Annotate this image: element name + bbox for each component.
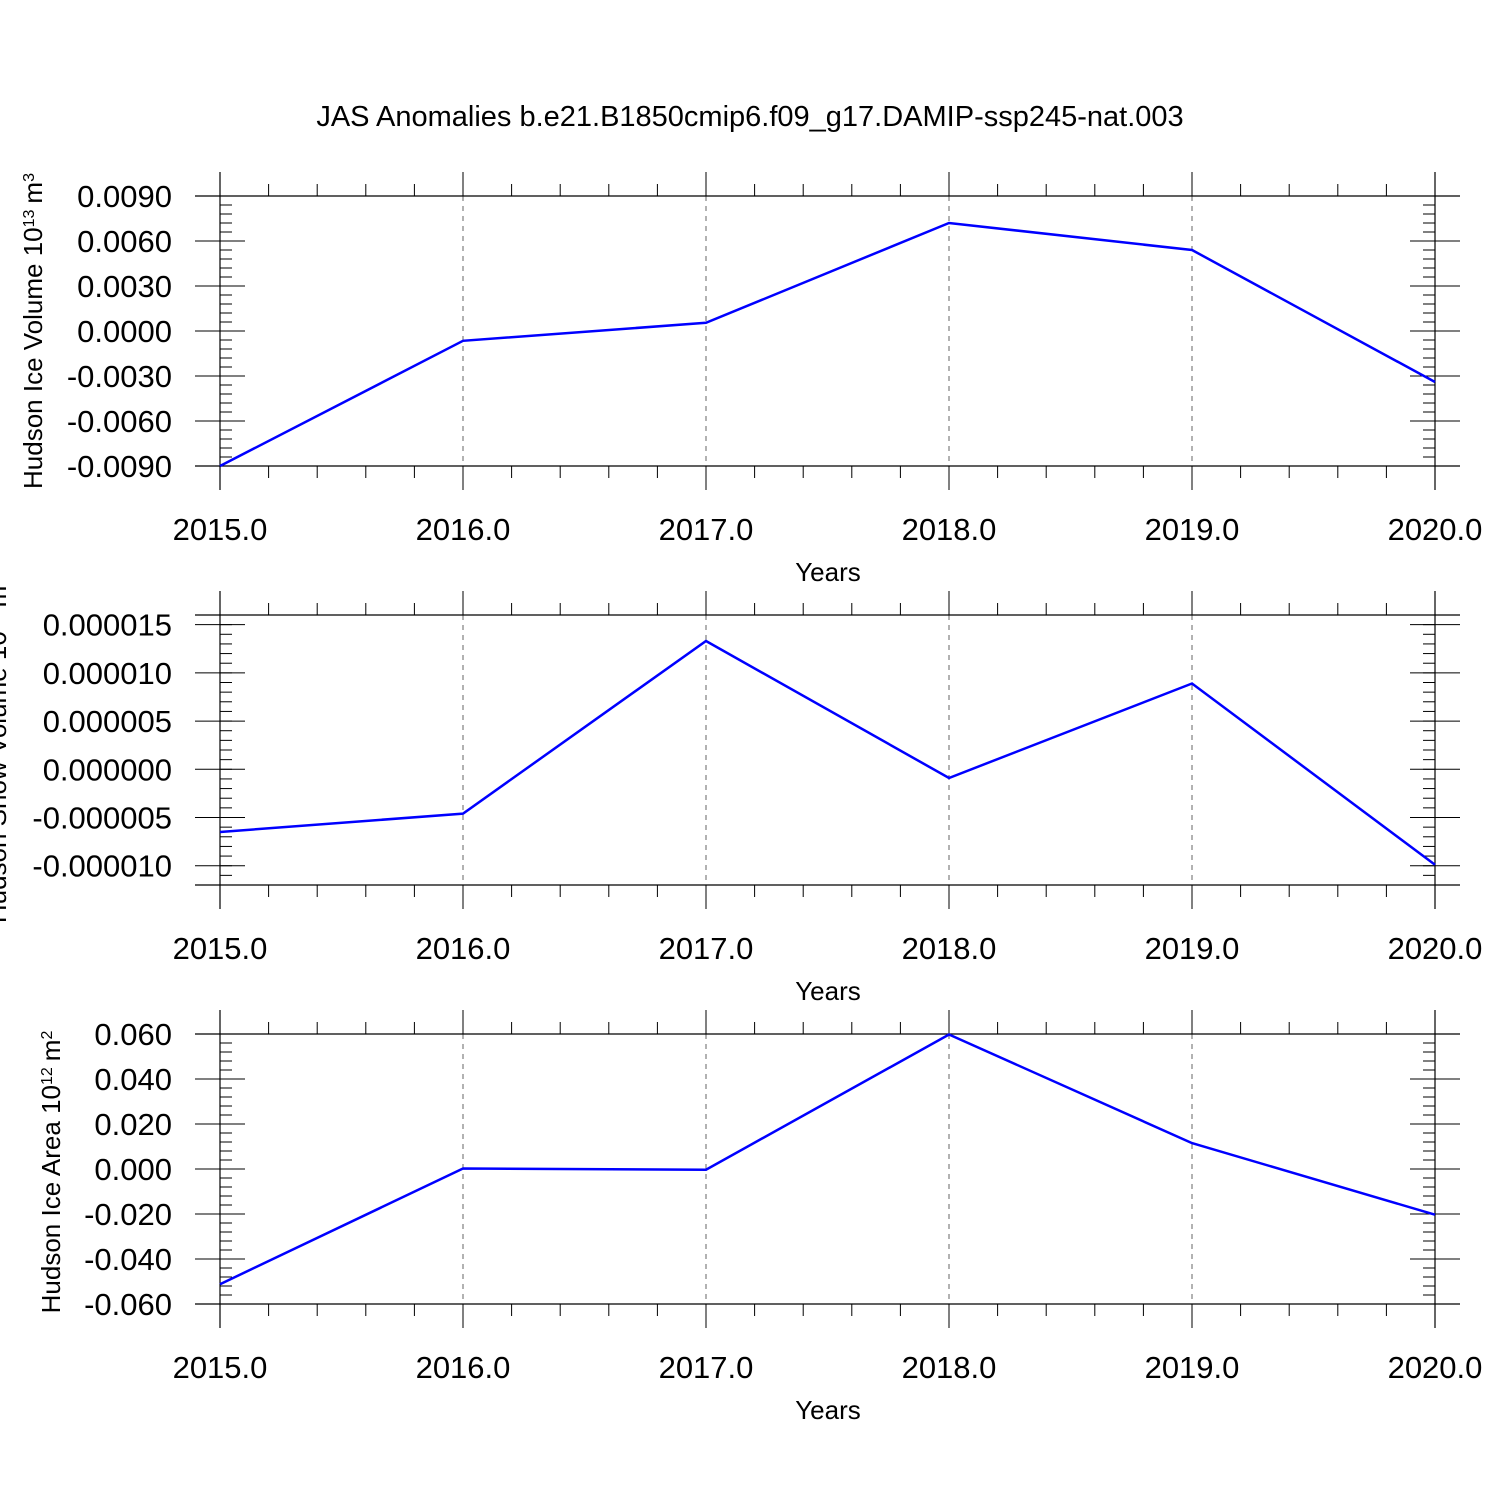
x-tick-label: 2020.0 xyxy=(1388,1350,1483,1385)
series-line xyxy=(219,221,1436,468)
x-tick-label: 2017.0 xyxy=(659,931,754,966)
x-tick-label: 2019.0 xyxy=(1145,931,1240,966)
x-tick-label: 2015.0 xyxy=(173,1350,268,1385)
series-line xyxy=(219,639,1436,866)
y-tick-label: -0.000010 xyxy=(32,849,172,884)
y-tick-label: 0.000 xyxy=(94,1152,172,1187)
y-tick-label: 0.060 xyxy=(94,1017,172,1052)
x-axis-title: Years xyxy=(795,557,861,587)
series-line xyxy=(219,1033,1436,1286)
y-tick-label: -0.0030 xyxy=(67,359,172,394)
y-tick-label: 0.000005 xyxy=(43,704,172,739)
y-tick-label: -0.060 xyxy=(84,1287,172,1322)
y-tick-label: 0.000000 xyxy=(43,752,172,787)
y-tick-label: -0.000005 xyxy=(32,801,172,836)
panel-2: 2015.0 2016.0 2017.0 2018.0 2019.0 2020.0 -0.0… xyxy=(0,577,1482,1006)
x-tick-label: 2020.0 xyxy=(1388,931,1483,966)
x-tick-label: 2016.0 xyxy=(416,1350,511,1385)
x-tick-label: 2016.0 xyxy=(416,512,511,547)
x-tick-label: 2020.0 xyxy=(1388,512,1483,547)
y-tick-label: 0.0000 xyxy=(77,314,172,349)
y-tick-label: -0.020 xyxy=(84,1197,172,1232)
x-tick-label: 2015.0 xyxy=(173,931,268,966)
y-axis-title: Hudson Snow Volume 1013m3 xyxy=(0,577,12,923)
x-tick-label: 2017.0 xyxy=(659,1350,754,1385)
panel-1: 2015.0 2016.0 2017.0 2018.0 2019.0 2020.0 -0.0… xyxy=(18,172,1482,587)
y-tick-label: 0.040 xyxy=(94,1062,172,1097)
y-tick-label: 0.0060 xyxy=(77,224,172,259)
y-tick-label: 0.000010 xyxy=(43,656,172,691)
y-tick-label: 0.020 xyxy=(94,1107,172,1142)
y-tick-label: -0.0090 xyxy=(67,449,172,484)
x-tick-label: 2018.0 xyxy=(902,931,997,966)
x-tick-label: 2019.0 xyxy=(1145,1350,1240,1385)
y-tick-label: 0.000015 xyxy=(43,608,172,643)
x-axis-title: Years xyxy=(795,976,861,1006)
x-tick-label: 2018.0 xyxy=(902,512,997,547)
x-axis-title: Years xyxy=(795,1395,861,1425)
x-tick-label: 2015.0 xyxy=(173,512,268,547)
x-tick-label: 2016.0 xyxy=(416,931,511,966)
x-tick-label: 2019.0 xyxy=(1145,512,1240,547)
panel-3: 2015.0 2016.0 2017.0 2018.0 2019.0 2020.0 -0.0… xyxy=(36,1010,1482,1425)
y-tick-label: 0.0090 xyxy=(77,179,172,214)
x-tick-label: 2017.0 xyxy=(659,512,754,547)
y-tick-label: 0.0030 xyxy=(77,269,172,304)
x-tick-label: 2018.0 xyxy=(902,1350,997,1385)
chart-title: JAS Anomalies b.e21.B1850cmip6.f09_g17.D… xyxy=(316,101,1183,133)
y-axis-title: Hudson Ice Volume 1013m3 xyxy=(18,173,48,489)
panels: 2015.0 2016.0 2017.0 2018.0 2019.0 2020.0 -0.0… xyxy=(0,172,1482,1425)
y-axis-title: Hudson Ice Area 1012m2 xyxy=(36,1031,66,1314)
y-tick-label: -0.040 xyxy=(84,1242,172,1277)
y-tick-label: -0.0060 xyxy=(67,404,172,439)
